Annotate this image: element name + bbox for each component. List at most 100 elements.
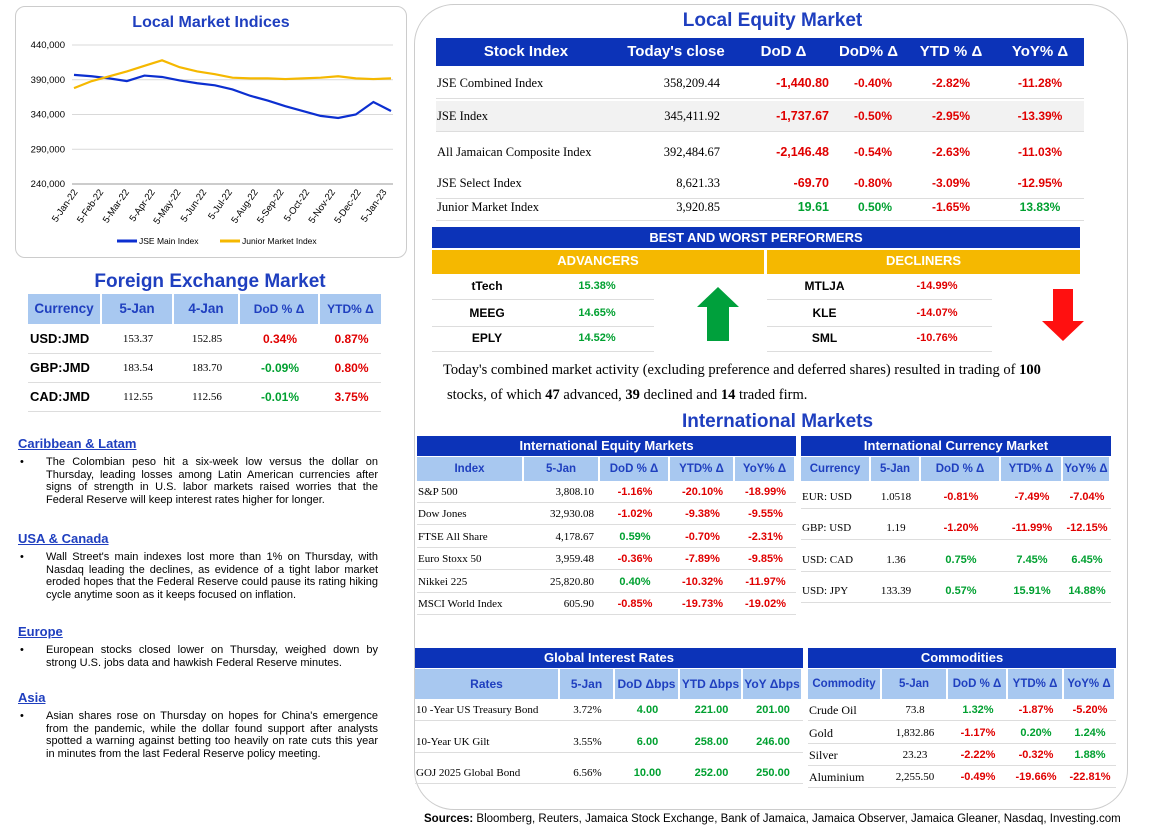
equity-title: Local Equity Market bbox=[682, 10, 863, 31]
intl-cur-yoy: 6.45% bbox=[1071, 554, 1103, 566]
chart-panel bbox=[15, 6, 407, 258]
equity-close: 3,920.85 bbox=[676, 200, 720, 214]
x-tick-label: 5-Jun-22 bbox=[179, 187, 210, 224]
equity-header: DoD Δ bbox=[760, 43, 807, 60]
comm-dod: 1.32% bbox=[962, 704, 994, 716]
equity-index-name: JSE Index bbox=[437, 109, 489, 123]
decliner-divider bbox=[767, 326, 992, 327]
fx-4jan: 112.56 bbox=[192, 391, 222, 403]
rates-header: DoD Δbps bbox=[617, 677, 676, 691]
rates-dod: 10.00 bbox=[633, 767, 662, 779]
intl-eq-name: FTSE All Share bbox=[418, 531, 488, 543]
intl-eq-row-divider bbox=[417, 592, 796, 593]
intl-eq-dod: -1.16% bbox=[617, 486, 653, 498]
intl-cur-title-bg bbox=[801, 436, 1111, 456]
intl-cur-ytd: -7.49% bbox=[1014, 491, 1050, 503]
intl-cur-value: 1.36 bbox=[886, 554, 906, 566]
intl-eq-row-divider bbox=[417, 524, 796, 525]
equity-row-divider bbox=[436, 198, 1084, 199]
intl-cur-yoy: 14.88% bbox=[1068, 585, 1106, 597]
rates-row-divider bbox=[415, 783, 803, 784]
comm-dod: -0.49% bbox=[960, 771, 996, 783]
intl-eq-header: 5-Jan bbox=[545, 463, 577, 475]
fx-header: 5-Jan bbox=[119, 301, 155, 316]
rates-yoy: 246.00 bbox=[756, 736, 790, 748]
intl-cur-row-divider bbox=[801, 571, 1111, 572]
advancer-ticker: tTech bbox=[471, 279, 503, 293]
equity-ytd: -2.63% bbox=[931, 145, 971, 159]
fx-dod: -0.09% bbox=[260, 361, 300, 375]
equity-close: 358,209.44 bbox=[663, 76, 720, 90]
fx-header: DoD % Δ bbox=[253, 302, 305, 316]
intl-cur-header-bg bbox=[1063, 457, 1109, 481]
rates-ytd: 258.00 bbox=[694, 736, 729, 748]
news-heading: Europe bbox=[18, 624, 63, 639]
advancer-divider bbox=[432, 326, 654, 327]
legend-label: Junior Market Index bbox=[242, 236, 317, 246]
fx-header: 4-Jan bbox=[188, 301, 224, 316]
fx-header-bg bbox=[174, 294, 238, 324]
intl-cur-yoy: -12.15% bbox=[1066, 522, 1108, 534]
news-section: Caribbean & Latam • The Colombian peso hit… bbox=[0, 436, 400, 776]
up-arrow-icon bbox=[697, 287, 739, 341]
intl-cur-name: USD: CAD bbox=[802, 554, 854, 566]
intl-cur-dod: -1.20% bbox=[943, 522, 979, 534]
fx-header: Currency bbox=[34, 301, 94, 316]
equity-yoy: 13.83% bbox=[1019, 200, 1061, 214]
rates-title-bg bbox=[415, 648, 803, 668]
decliner-ticker: KLE bbox=[812, 306, 837, 320]
intl-eq-ytd: -10.32% bbox=[682, 576, 723, 588]
equity-dod-pct: -0.40% bbox=[853, 76, 892, 90]
advancer-value: 14.65% bbox=[578, 307, 616, 319]
intl-eq-ytd: -7.89% bbox=[685, 553, 720, 565]
comm-title: Commodities bbox=[920, 650, 1004, 665]
intl-eq-row-divider bbox=[417, 502, 796, 503]
y-tick-label: 340,000 bbox=[31, 110, 65, 121]
decliner-value: -10.76% bbox=[916, 332, 958, 344]
intl-eq-header: Index bbox=[454, 463, 485, 475]
fx-5jan: 112.55 bbox=[123, 391, 153, 403]
bullet-icon: • bbox=[20, 456, 24, 468]
rates-value: 3.55% bbox=[573, 736, 602, 748]
equity-ytd: -2.95% bbox=[931, 109, 971, 123]
advancers-header: ADVANCERS bbox=[432, 250, 764, 274]
equity-yoy: -13.39% bbox=[1017, 109, 1063, 123]
intl-cur-header-bg bbox=[801, 457, 869, 481]
fx-row-divider bbox=[28, 382, 381, 383]
intl-cur-name: EUR: USD bbox=[802, 491, 852, 503]
fx-header-bg bbox=[28, 294, 100, 324]
decliner-value: -14.99% bbox=[916, 280, 958, 292]
comm-header-bg bbox=[1064, 669, 1114, 699]
intl-eq-yoy: -2.31% bbox=[748, 531, 783, 543]
intl-cur-dod: 0.75% bbox=[945, 554, 977, 566]
equity-row-divider bbox=[436, 131, 1084, 132]
rates-name: 10-Year UK Gilt bbox=[416, 736, 490, 748]
fx-4jan: 152.85 bbox=[191, 333, 223, 345]
intl-equity-table: International Equity Markets Index 5-Jan Do… bbox=[417, 436, 796, 621]
fx-header: YTD% Δ bbox=[327, 302, 374, 316]
equity-close: 392,484.67 bbox=[663, 145, 720, 159]
intl-cur-ytd: -11.99% bbox=[1011, 522, 1053, 534]
equity-row-divider bbox=[436, 220, 1084, 221]
intl-eq-header-bg bbox=[524, 457, 598, 481]
advancer-divider bbox=[432, 299, 654, 300]
equity-yoy: -11.28% bbox=[1017, 76, 1063, 90]
legend-label: JSE Main Index bbox=[139, 236, 199, 246]
sources-line: Sources: Bloomberg, Reuters, Jamaica Sto… bbox=[424, 813, 1121, 825]
x-tick-label: 5-Mar-22 bbox=[101, 187, 132, 225]
comm-value: 73.8 bbox=[905, 704, 925, 716]
y-tick-label: 240,000 bbox=[31, 179, 65, 190]
comm-ytd: -1.87% bbox=[1018, 704, 1054, 716]
intl-eq-row-divider bbox=[417, 547, 796, 548]
intl-eq-name: Nikkei 225 bbox=[418, 576, 468, 588]
comm-header: YTD% Δ bbox=[1012, 678, 1058, 690]
fx-currency: USD:JMD bbox=[30, 331, 90, 346]
comm-header: YoY% Δ bbox=[1067, 678, 1111, 690]
fx-dod: 0.34% bbox=[262, 332, 298, 346]
equity-table: Stock Index Today's close DoD Δ DoD% Δ YTD %… bbox=[436, 38, 1084, 222]
intl-eq-ytd: -9.38% bbox=[685, 508, 720, 520]
intl-eq-value: 32,930.08 bbox=[550, 508, 594, 520]
intl-eq-yoy: -9.55% bbox=[748, 508, 783, 520]
rates-row-divider bbox=[415, 752, 803, 753]
series-line-junior bbox=[73, 59, 392, 90]
